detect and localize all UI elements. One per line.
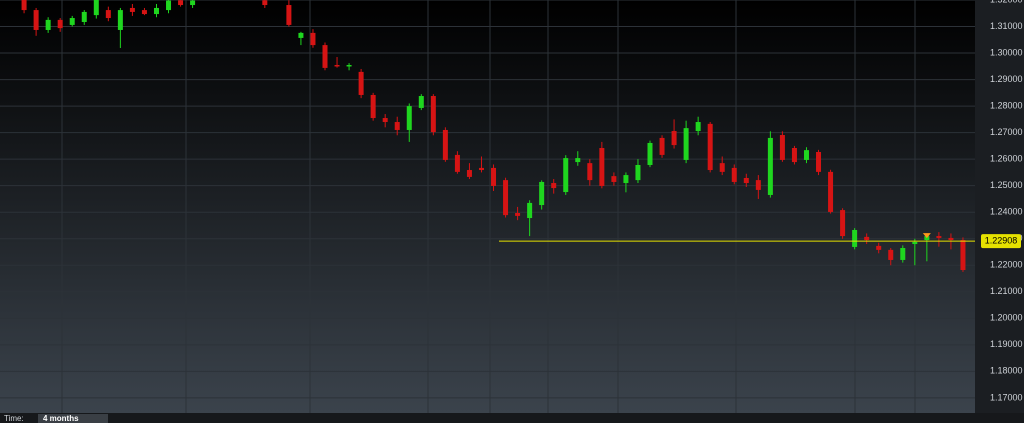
- current-price-box: [981, 234, 1021, 249]
- plot-background: [0, 0, 975, 413]
- candle-body: [803, 150, 809, 160]
- y-tick-label: 1.27000: [990, 127, 1023, 137]
- candle-body: [731, 167, 737, 182]
- candle-body: [707, 123, 713, 171]
- candle-body: [767, 137, 773, 195]
- candle-body: [442, 129, 448, 160]
- candle-body: [370, 94, 376, 119]
- candle-body: [394, 122, 400, 130]
- candle-body: [322, 45, 328, 68]
- candle-body: [358, 71, 364, 95]
- candle-body: [190, 0, 196, 6]
- candle-body: [599, 148, 605, 186]
- candle-body: [45, 19, 51, 30]
- candle-body: [153, 7, 159, 15]
- candle-body: [478, 167, 484, 171]
- y-tick-label: 1.30000: [990, 47, 1023, 57]
- candle-body: [611, 176, 617, 182]
- candle-body: [57, 19, 63, 29]
- candle-body: [129, 7, 135, 12]
- candle-body: [298, 32, 304, 38]
- candle-body: [117, 10, 123, 30]
- candle-body: [33, 10, 39, 30]
- candle-body: [791, 148, 797, 163]
- candle-body: [575, 158, 581, 163]
- current-price-marker: [922, 233, 931, 239]
- candle-body: [671, 131, 677, 146]
- y-tick-label: 1.17000: [990, 392, 1023, 402]
- candle-body: [563, 158, 569, 193]
- candle-body: [105, 10, 111, 19]
- candle-body: [755, 180, 761, 190]
- candle-body: [418, 96, 424, 108]
- price-axis-panel: [975, 0, 1024, 413]
- candle-body: [719, 163, 725, 172]
- candle-body: [888, 249, 894, 260]
- candle-body: [491, 167, 497, 186]
- y-tick-label: 1.25000: [990, 180, 1023, 190]
- y-tick-label: 1.29000: [990, 74, 1023, 84]
- candle-body: [912, 241, 918, 245]
- candle-body: [587, 163, 593, 181]
- y-tick-label: 1.20000: [990, 313, 1023, 323]
- candle-body: [310, 32, 316, 46]
- y-tick-label: 1.22000: [990, 260, 1023, 270]
- candle-body: [286, 5, 292, 25]
- candle-body: [454, 154, 460, 172]
- candle-body: [93, 0, 99, 16]
- candle-body: [623, 175, 629, 184]
- candle-body: [382, 118, 388, 123]
- candle-body: [515, 212, 521, 216]
- candle-body: [141, 10, 147, 15]
- y-tick-label: 1.19000: [990, 339, 1023, 349]
- y-tick-label: 1.26000: [990, 154, 1023, 164]
- candle-body: [466, 170, 472, 177]
- candle-body: [503, 180, 509, 216]
- candle-body: [178, 0, 184, 6]
- candle-body: [166, 0, 172, 11]
- candle-body: [647, 142, 653, 165]
- y-tick-label: 1.28000: [990, 100, 1023, 110]
- candle-body: [635, 164, 641, 181]
- candle-body: [936, 236, 942, 238]
- candle-body: [406, 106, 412, 130]
- candle-body: [900, 248, 906, 260]
- footer-bar: [0, 413, 1024, 423]
- time-selector[interactable]: [38, 414, 108, 423]
- candle-body: [346, 64, 352, 67]
- footer-label: Time:: [4, 414, 24, 423]
- candle-body: [539, 181, 545, 206]
- candle-body: [948, 237, 954, 241]
- candle-body: [683, 128, 689, 160]
- footer-value[interactable]: 4 months: [43, 414, 79, 423]
- current-price-label: 1.22908: [985, 236, 1018, 246]
- candle-body: [659, 137, 665, 155]
- candle-body: [816, 151, 822, 172]
- y-tick-label: 1.31000: [990, 21, 1023, 31]
- candle-body: [743, 177, 749, 184]
- candle-body: [864, 236, 870, 241]
- candle-body: [852, 229, 858, 247]
- y-tick-label: 1.24000: [990, 207, 1023, 217]
- candle-body: [262, 0, 268, 6]
- y-tick-label: 1.32000: [990, 0, 1023, 4]
- y-tick-label: 1.21000: [990, 286, 1023, 296]
- candle-body: [69, 18, 75, 25]
- candle-body: [21, 0, 27, 11]
- candle-body: [695, 122, 701, 132]
- candle-body: [527, 202, 533, 219]
- candle-body: [551, 183, 557, 189]
- candle-body: [430, 96, 436, 133]
- candle-body: [840, 210, 846, 237]
- candle-body: [828, 171, 834, 212]
- candle-body: [334, 64, 340, 67]
- candle-body: [779, 135, 785, 160]
- candle-body: [81, 11, 87, 23]
- candle-body: [960, 240, 966, 271]
- candle-body: [876, 245, 882, 250]
- y-tick-label: 1.18000: [990, 366, 1023, 376]
